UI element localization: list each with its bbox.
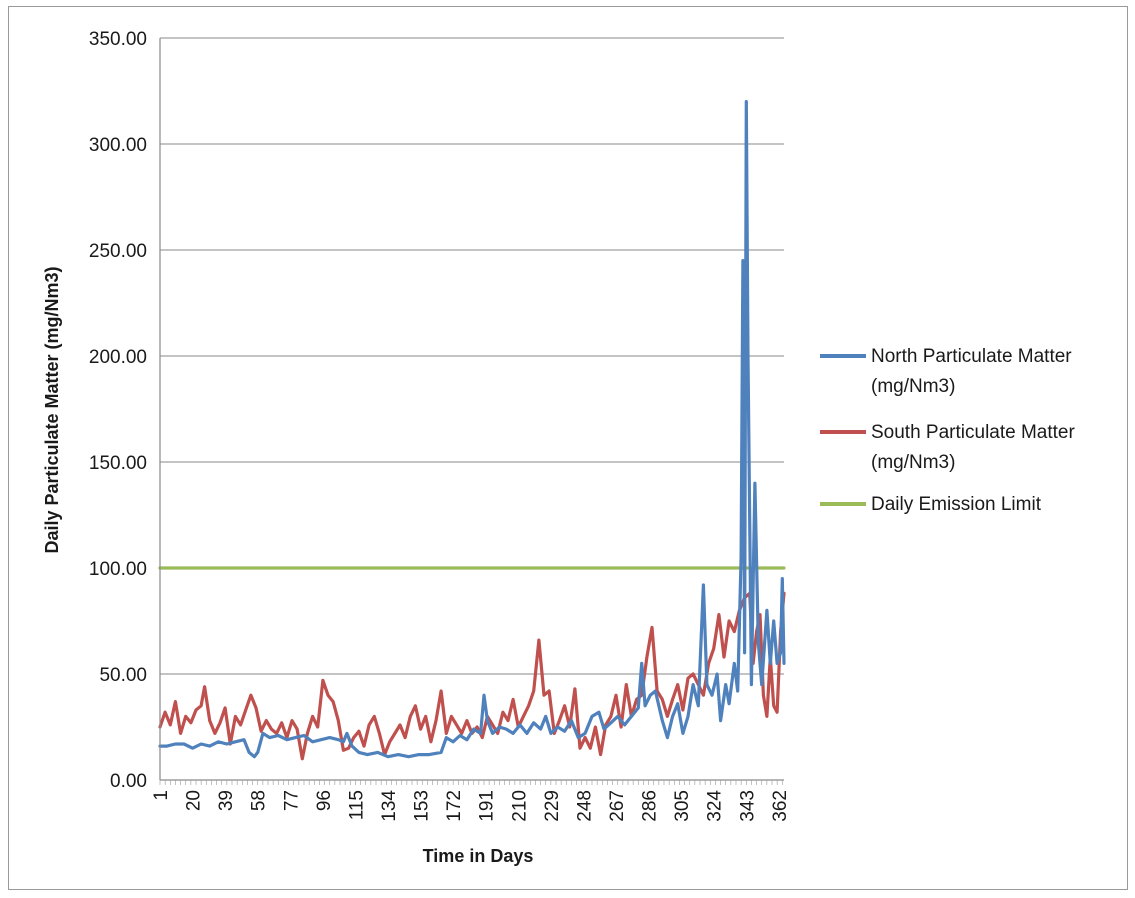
x-tick-label: 229	[542, 790, 563, 822]
x-axis-ticks: 1 20 39 58 77 96 115 134 153 172 191 210 229 248 267 28…	[151, 790, 791, 822]
y-tick-label: 0.00	[110, 771, 147, 792]
x-tick-label: 191	[477, 790, 498, 822]
gridlines	[160, 37, 784, 675]
x-tick-label: 153	[412, 790, 433, 822]
legend-label-2: Daily Emission Limit	[871, 494, 1042, 515]
y-tick-label: 50.00	[99, 665, 147, 686]
x-tick-label: 172	[444, 790, 465, 822]
x-tick-label: 210	[509, 790, 530, 822]
x-tick-label: 324	[705, 790, 726, 822]
legend-label-1: South Particulate Matter	[871, 422, 1075, 443]
legend-label-0: North Particulate Matter	[871, 346, 1072, 367]
axes	[159, 38, 784, 785]
x-tick-label: 20	[184, 790, 205, 811]
y-axis-title: Daily Particulate Matter (mg/Nm3)	[42, 266, 62, 553]
x-tick-label: 39	[216, 790, 237, 811]
y-tick-label: 200.00	[89, 347, 147, 368]
y-tick-label: 250.00	[89, 241, 147, 262]
x-tick-label: 134	[379, 790, 400, 822]
chart-frame	[8, 6, 1128, 890]
legend-label-1: (mg/Nm3)	[871, 452, 955, 473]
y-tick-label: 350.00	[89, 29, 147, 50]
x-tick-label: 343	[737, 790, 758, 822]
x-axis-title: Time in Days	[423, 846, 534, 866]
x-tick-label: 115	[346, 790, 367, 820]
series-line-0	[158, 100, 786, 759]
y-axis-ticks: 0.00 50.00 100.00 150.00 200.00 250.00 300.00 3…	[89, 29, 147, 792]
x-tick-label: 248	[574, 790, 595, 822]
x-tick-label: 96	[314, 790, 335, 811]
x-tick-label: 58	[249, 790, 270, 811]
y-tick-label: 300.00	[89, 135, 147, 156]
x-tick-label: 77	[281, 790, 302, 811]
y-tick-label: 150.00	[89, 453, 147, 474]
x-tick-label: 267	[607, 790, 628, 822]
legend-label-0: (mg/Nm3)	[871, 376, 955, 397]
series-lines	[158, 100, 786, 761]
x-tick-label: 305	[672, 790, 693, 822]
x-tick-label: 362	[770, 790, 791, 822]
y-tick-label: 100.00	[89, 559, 147, 580]
x-tick-label: 1	[151, 790, 172, 801]
x-tick-label: 286	[640, 790, 661, 822]
legend: North Particulate Matter (mg/Nm3) South Pa…	[820, 346, 1075, 515]
